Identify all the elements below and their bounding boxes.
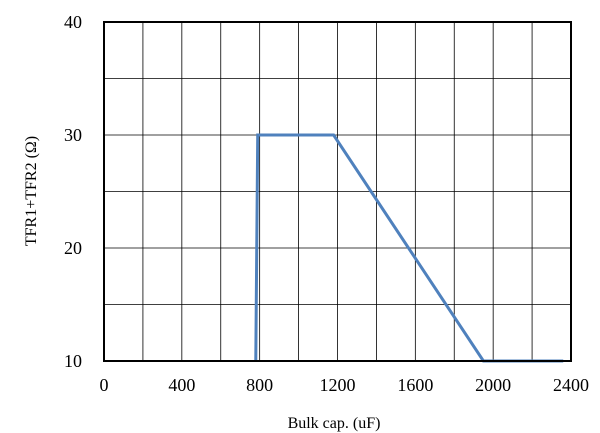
- x-tick-label: 2000: [475, 375, 511, 395]
- x-axis-label: Bulk cap. (uF): [288, 415, 381, 432]
- x-tick-label: 2400: [553, 375, 589, 395]
- x-tick-label: 800: [246, 375, 273, 395]
- x-tick-label: 1600: [397, 375, 433, 395]
- plot-border: [103, 21, 572, 362]
- y-axis-label: TFR1+TFR2 (Ω): [23, 136, 40, 246]
- x-tick-label: 1200: [320, 375, 356, 395]
- x-axis-ticks: 0 400 800 1200 1600 2000 2400: [100, 375, 590, 395]
- y-axis-ticks: 10 20 30 40: [64, 12, 82, 371]
- y-tick-label: 20: [64, 238, 82, 258]
- x-tick-label: 400: [168, 375, 195, 395]
- y-tick-label: 30: [64, 125, 82, 145]
- x-tick-label: 0: [100, 375, 109, 395]
- y-tick-label: 10: [64, 351, 82, 371]
- plot-frame: [103, 21, 572, 362]
- grid-lines: [104, 22, 571, 361]
- y-tick-label: 40: [64, 12, 82, 32]
